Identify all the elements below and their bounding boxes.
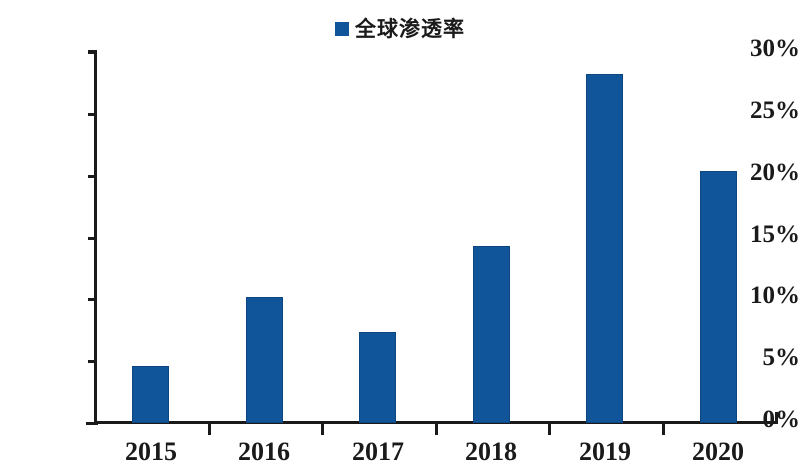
bar-2016: [246, 296, 283, 423]
y-axis-tick: [88, 360, 97, 364]
bar-2020: [700, 170, 737, 423]
chart-legend: 全球渗透率: [0, 10, 800, 46]
legend-item-label: 全球渗透率: [355, 16, 465, 41]
y-axis-tick-label: 0%: [762, 406, 800, 433]
bar-2018: [473, 246, 510, 423]
y-axis-tick-label: 25%: [750, 96, 800, 124]
plot-area: [94, 52, 775, 423]
legend-color-swatch-icon: [335, 22, 349, 36]
y-axis-tick: [88, 174, 97, 178]
y-axis-tick: [88, 298, 97, 302]
y-axis-tick: [88, 236, 97, 240]
x-axis-label-2017: 2017: [352, 437, 404, 466]
bar-2017: [359, 331, 396, 423]
y-axis-tick-label: 10%: [750, 282, 800, 310]
x-axis-label-2020: 2020: [692, 437, 744, 466]
y-axis-tick: [86, 422, 98, 425]
x-axis-label-2019: 2019: [579, 437, 631, 466]
x-axis-tick: [208, 424, 211, 435]
legend-item-global-penetration-rate: 全球渗透率: [335, 13, 465, 43]
x-axis-label-2015: 2015: [125, 437, 177, 466]
x-axis-tick: [548, 424, 551, 435]
x-axis-label-2018: 2018: [465, 437, 517, 466]
x-axis-label-2016: 2016: [238, 437, 290, 466]
x-axis-tick: [662, 424, 665, 435]
y-axis-tick: [88, 112, 97, 116]
y-axis-tick-label: 30%: [750, 35, 800, 62]
bar-2015: [132, 366, 169, 423]
bar-2019: [586, 74, 623, 423]
x-axis-tick: [435, 424, 438, 435]
y-axis-tick-label: 15%: [750, 220, 800, 248]
y-axis-tick-label: 5%: [762, 344, 800, 372]
x-axis-right-cap: [775, 412, 778, 424]
y-axis-tick-label: 20%: [750, 158, 800, 186]
x-axis-line: [94, 421, 778, 424]
x-axis-tick: [321, 424, 324, 435]
y-axis-tick: [88, 51, 97, 54]
